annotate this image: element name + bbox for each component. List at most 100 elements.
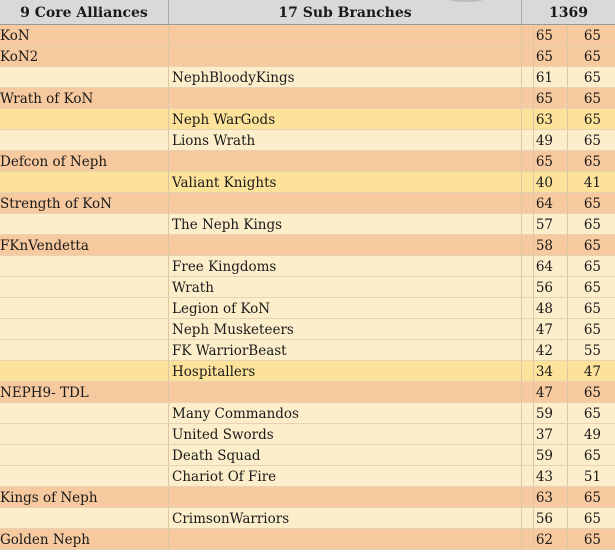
spacer-cell[interactable] [522,508,534,528]
value-cell-1[interactable]: 40 [534,172,568,192]
sub-branch-cell[interactable]: FK WarriorBeast [169,340,522,360]
value-cell-1[interactable]: 34 [534,361,568,381]
value-cell-2[interactable]: 65 [583,511,601,527]
spacer-cell[interactable] [522,466,534,486]
spacer-cell[interactable] [522,130,534,150]
value-cell-2[interactable]: 55 [583,343,601,359]
value-cell-1[interactable]: 65 [534,88,568,108]
value-cell-2[interactable]: 65 [583,112,601,128]
value-cell-2[interactable]: 47 [583,364,601,380]
value-cell-1[interactable]: 59 [534,403,568,423]
sub-branch-cell[interactable]: United Swords [169,424,522,444]
value-cell-1[interactable]: 48 [534,298,568,318]
value-cell-1[interactable]: 57 [534,214,568,234]
header-core-alliances[interactable]: 9 Core Alliances [0,0,169,24]
core-alliance-cell[interactable]: NEPH9- TDL [0,382,169,402]
sub-branch-cell[interactable]: Wrath [169,277,522,297]
spacer-cell[interactable] [522,361,534,381]
value-cell-2[interactable]: 65 [583,133,601,149]
core-alliance-cell[interactable] [0,424,169,444]
spacer-cell[interactable] [522,109,534,129]
value-cell-2[interactable]: 65 [583,532,601,548]
sub-branch-cell[interactable]: Valiant Knights [169,172,522,192]
value-cell-2[interactable]: 65 [583,448,601,464]
spacer-cell[interactable] [522,529,534,549]
spacer-cell[interactable] [522,424,534,444]
value-cell-1[interactable]: 56 [534,277,568,297]
value-cell-2[interactable]: 65 [583,196,601,212]
value-cell-1[interactable]: 47 [534,319,568,339]
value-cell-2[interactable]: 65 [583,91,601,107]
value-cell-2[interactable]: 65 [583,259,601,275]
value-cell-2[interactable]: 65 [583,154,601,170]
header-sub-branches[interactable]: 17 Sub Branches [169,0,522,24]
sub-branch-cell[interactable]: Free Kingdoms [169,256,522,276]
sub-branch-cell[interactable] [169,382,522,402]
sub-branch-cell[interactable] [169,487,522,507]
core-alliance-cell[interactable] [0,67,169,87]
value-cell-1[interactable]: 47 [534,382,568,402]
spacer-cell[interactable] [522,256,534,276]
value-cell-2[interactable]: 65 [583,385,601,401]
value-cell-2[interactable]: 65 [583,490,601,506]
core-alliance-cell[interactable] [0,466,169,486]
value-cell-2[interactable]: 65 [583,28,601,44]
spacer-cell[interactable] [522,487,534,507]
core-alliance-cell[interactable] [0,256,169,276]
sub-branch-cell[interactable]: Neph WarGods [169,109,522,129]
value-cell-2[interactable]: 65 [583,406,601,422]
core-alliance-cell[interactable] [0,361,169,381]
core-alliance-cell[interactable] [0,508,169,528]
sub-branch-cell[interactable]: CrimsonWarriors [169,508,522,528]
core-alliance-cell[interactable] [0,130,169,150]
value-cell-1[interactable]: 65 [534,46,568,66]
core-alliance-cell[interactable] [0,172,169,192]
core-alliance-cell[interactable] [0,403,169,423]
value-cell-1[interactable]: 43 [534,466,568,486]
spacer-cell[interactable] [522,214,534,234]
value-cell-2[interactable]: 65 [583,217,601,233]
core-alliance-cell[interactable] [0,277,169,297]
value-cell-2[interactable]: 49 [583,427,601,443]
sub-branch-cell[interactable] [169,151,522,171]
spacer-cell[interactable] [522,46,534,66]
spacer-cell[interactable] [522,88,534,108]
spacer-cell[interactable] [522,319,534,339]
core-alliance-cell[interactable] [0,109,169,129]
spacer-cell[interactable] [522,298,534,318]
spacer-cell[interactable] [522,403,534,423]
value-cell-2[interactable]: 65 [583,49,601,65]
sub-branch-cell[interactable]: Hospitallers [169,361,522,381]
value-cell-1[interactable]: 63 [534,487,568,507]
sub-branch-cell[interactable]: The Neph Kings [169,214,522,234]
spacer-cell[interactable] [522,172,534,192]
sub-branch-cell[interactable]: Death Squad [169,445,522,465]
sub-branch-cell[interactable] [169,235,522,255]
core-alliance-cell[interactable]: KoN2 [0,46,169,66]
core-alliance-cell[interactable]: FKnVendetta [0,235,169,255]
sub-branch-cell[interactable]: Many Commandos [169,403,522,423]
sub-branch-cell[interactable]: Neph Musketeers [169,319,522,339]
core-alliance-cell[interactable]: KoN [0,25,169,45]
core-alliance-cell[interactable] [0,319,169,339]
spacer-cell[interactable] [522,235,534,255]
value-cell-1[interactable]: 59 [534,445,568,465]
value-cell-1[interactable]: 61 [534,67,568,87]
value-cell-1[interactable]: 37 [534,424,568,444]
core-alliance-cell[interactable]: Wrath of KoN [0,88,169,108]
value-cell-1[interactable]: 65 [534,151,568,171]
header-value[interactable]: 1369 [549,5,588,21]
sub-branch-cell[interactable] [169,46,522,66]
value-cell-1[interactable]: 63 [534,109,568,129]
value-cell-1[interactable]: 56 [534,508,568,528]
spacer-cell[interactable] [522,25,534,45]
value-cell-1[interactable]: 65 [534,25,568,45]
core-alliance-cell[interactable] [0,445,169,465]
sub-branch-cell[interactable]: Lions Wrath [169,130,522,150]
sub-branch-cell[interactable]: NephBloodyKings [169,67,522,87]
sub-branch-cell[interactable] [169,88,522,108]
value-cell-1[interactable]: 64 [534,193,568,213]
core-alliance-cell[interactable]: Defcon of Neph [0,151,169,171]
value-cell-2[interactable]: 65 [583,301,601,317]
core-alliance-cell[interactable]: Strength of KoN [0,193,169,213]
